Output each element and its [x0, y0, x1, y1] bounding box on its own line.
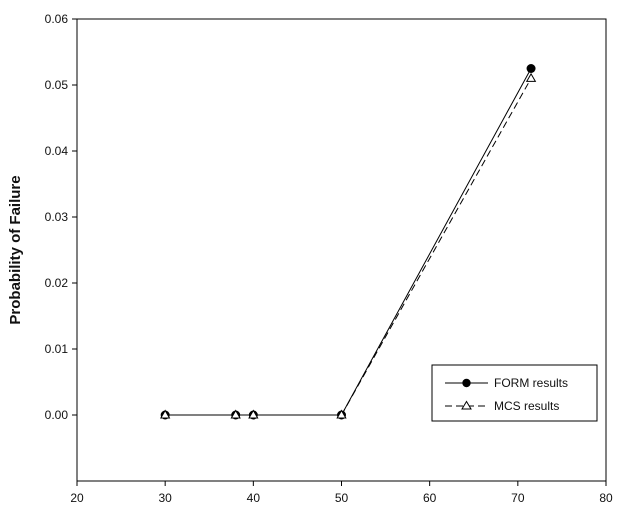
legend: FORM results MCS results — [431, 364, 598, 422]
legend-marker-mcs — [461, 400, 472, 410]
y-tick-label: 0.01 — [45, 342, 69, 356]
data-point-mcs — [525, 72, 537, 82]
y-tick-label: 0.04 — [45, 144, 69, 158]
x-tick-label: 50 — [335, 491, 349, 505]
data-point-form — [526, 64, 536, 73]
x-tick-label: 20 — [70, 491, 84, 505]
y-tick-label: 0.00 — [45, 408, 69, 422]
data-point-mcs — [160, 409, 171, 419]
x-tick-label: 70 — [511, 491, 525, 505]
x-tick-label: 80 — [599, 491, 613, 505]
y-tick-label: 0.02 — [45, 276, 69, 290]
series-line-form — [165, 68, 532, 416]
x-tick-label: 30 — [158, 491, 172, 505]
legend-box — [431, 364, 598, 422]
series-layer — [160, 64, 537, 420]
legend-label-mcs: MCS results — [494, 399, 559, 413]
data-point-mcs — [248, 409, 259, 419]
data-point-mcs — [230, 409, 241, 419]
x-tick-label: 60 — [423, 491, 437, 505]
y-tick-label: 0.06 — [45, 12, 69, 26]
legend-label-form: FORM results — [494, 376, 568, 390]
data-point-mcs — [336, 409, 347, 419]
y-ticks: 0.00 0.01 0.02 0.03 0.04 0.05 0.06 — [45, 12, 77, 422]
y-axis-title: Probability of Failure — [7, 175, 24, 324]
y-tick-label: 0.05 — [45, 78, 69, 92]
legend-marker-form — [462, 378, 471, 388]
y-tick-label: 0.03 — [45, 210, 69, 224]
x-ticks: 20 30 40 50 60 70 80 — [70, 481, 613, 505]
x-tick-label: 40 — [247, 491, 261, 505]
